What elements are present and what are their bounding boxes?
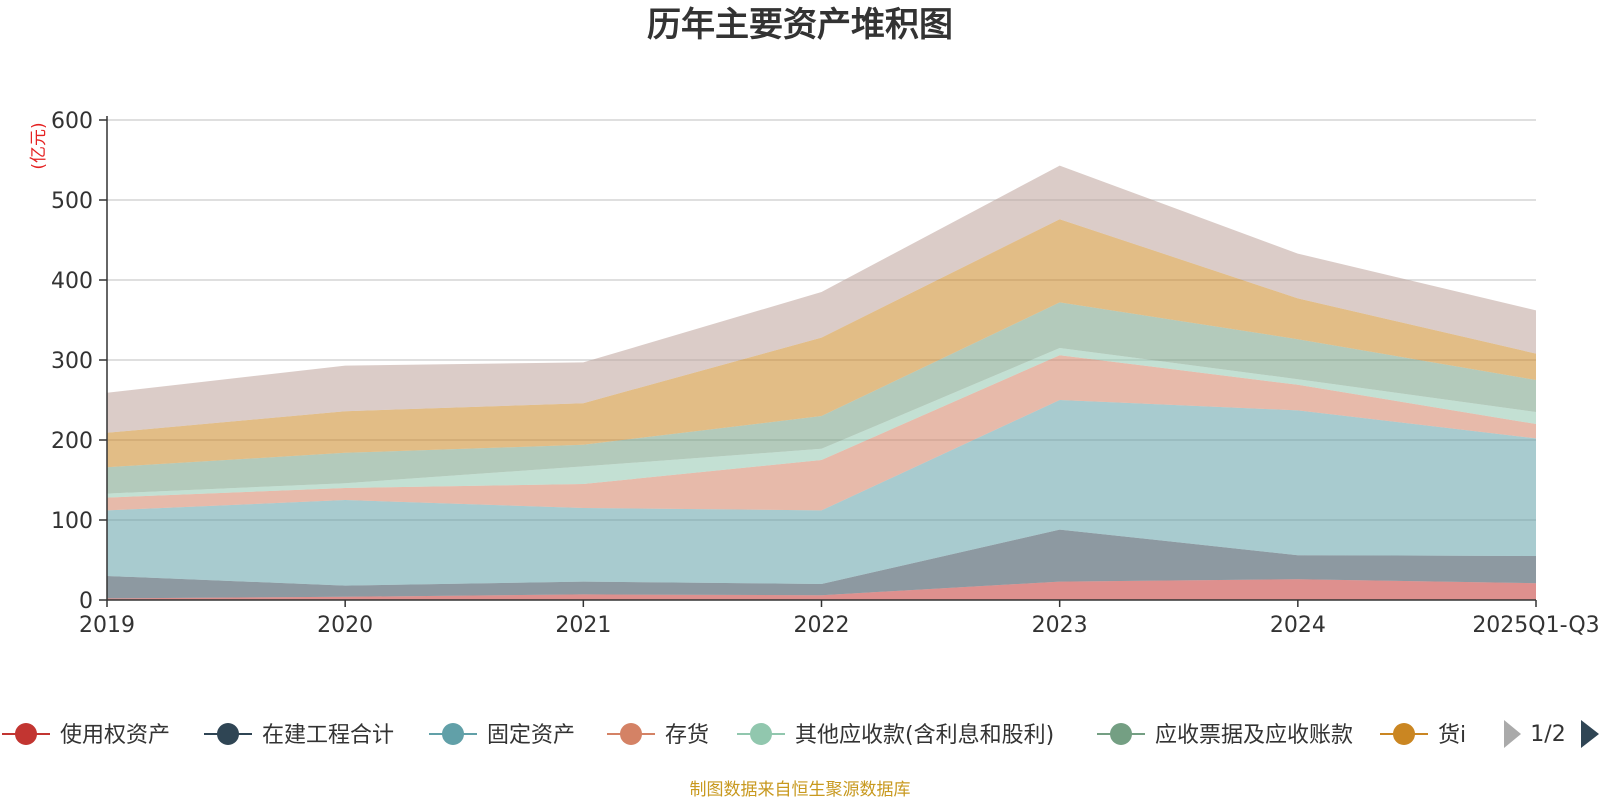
legend-marker-icon (750, 723, 772, 745)
x-tick-label: 2021 (555, 613, 611, 638)
legend[interactable]: 使用权资产 在建工程合计 固定资产 存货 其他应收款(含利息和股利) 应收票据及应收账款 货… (2, 723, 1466, 748)
area-series-2 (107, 400, 1536, 586)
area-series-6 (107, 219, 1536, 468)
legend-page-indicator: 1/2 (1530, 722, 1565, 747)
legend-label: 在建工程合计 (262, 723, 394, 748)
legend-label: 货i (1438, 723, 1466, 748)
x-tick-label: 2019 (79, 613, 135, 638)
area-series-3 (107, 355, 1536, 511)
y-tick-label: 600 (51, 109, 93, 134)
area-series-7 (107, 165, 1536, 433)
legend-marker-icon (1110, 723, 1132, 745)
legend-item[interactable]: 应收票据及应收账款 (1097, 723, 1353, 748)
legend-next-page-arrow-icon[interactable] (1581, 720, 1599, 748)
legend-label: 其他应收款(含利息和股利) (795, 723, 1054, 748)
area-series-0 (107, 579, 1536, 600)
legend-item[interactable]: 存货 (607, 723, 709, 748)
y-tick-label: 200 (51, 429, 93, 454)
x-tick-label: 2022 (794, 613, 850, 638)
legend-item[interactable]: 货i (1380, 723, 1466, 748)
legend-item[interactable]: 其他应收款(含利息和股利) (737, 723, 1054, 748)
legend-label: 固定资产 (487, 723, 575, 748)
chart-title: 历年主要资产堆积图 (647, 5, 953, 45)
y-tick-label: 400 (51, 269, 93, 294)
legend-item[interactable]: 在建工程合计 (204, 723, 394, 748)
legend-marker-icon (442, 723, 464, 745)
x-tick-label: 2024 (1270, 613, 1326, 638)
x-tick-label: 2023 (1032, 613, 1088, 638)
legend-marker-icon (1393, 723, 1415, 745)
y-tick-label: 0 (79, 589, 93, 614)
legend-label: 应收票据及应收账款 (1155, 723, 1353, 748)
legend-marker-icon (620, 723, 642, 745)
data-source-note: 制图数据来自恒生聚源数据库 (690, 780, 911, 800)
legend-marker-icon (217, 723, 239, 745)
area-series-5 (107, 302, 1536, 494)
x-axis-ticks: 2019 2020 2021 2022 2023 2024 2025Q1-Q3 (79, 600, 1600, 638)
y-axis-unit-label: (亿元) (29, 122, 49, 169)
legend-pager: 1/2 (1504, 720, 1599, 748)
legend-prev-page-arrow-icon[interactable] (1504, 720, 1521, 748)
y-axis-ticks: 0 100 200 300 400 500 600 (51, 109, 107, 614)
y-tick-label: 300 (51, 349, 93, 374)
area-series-1 (107, 529, 1536, 599)
legend-item[interactable]: 使用权资产 (2, 723, 170, 748)
legend-label: 使用权资产 (60, 723, 170, 748)
area-series (107, 165, 1536, 600)
y-tick-label: 100 (51, 509, 93, 534)
legend-item[interactable]: 固定资产 (429, 723, 575, 748)
y-tick-label: 500 (51, 189, 93, 214)
x-tick-label: 2020 (317, 613, 373, 638)
x-tick-label: 2025Q1-Q3 (1472, 613, 1599, 638)
legend-marker-icon (15, 723, 37, 745)
legend-items: 使用权资产 在建工程合计 固定资产 存货 其他应收款(含利息和股利) 应收票据及应收账款 货… (2, 723, 1466, 748)
legend-label: 存货 (665, 723, 709, 748)
